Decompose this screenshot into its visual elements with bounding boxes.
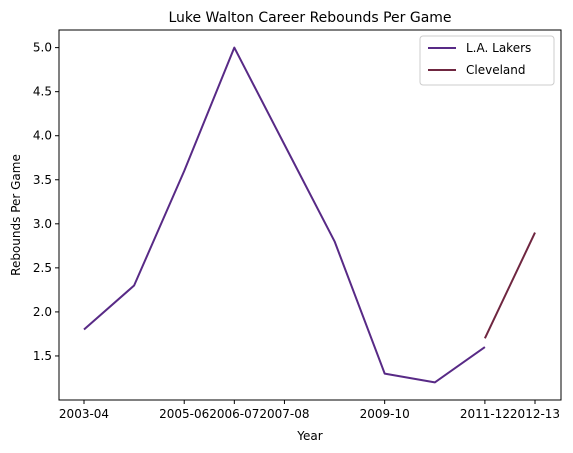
y-tick-label: 4.5 xyxy=(33,85,52,99)
x-tick-label: 2005-06 xyxy=(159,407,209,421)
y-tick-label: 1.5 xyxy=(33,349,52,363)
y-tick-label: 2.5 xyxy=(33,261,52,275)
y-tick-label: 5.0 xyxy=(33,41,52,55)
plot-lines xyxy=(83,46,536,384)
series-line-0 xyxy=(83,46,486,384)
series-line-1 xyxy=(483,232,536,339)
x-tick-label: 2011-12 xyxy=(460,407,510,421)
x-tick-label: 2006-07 xyxy=(209,407,259,421)
x-tick-label: 2007-08 xyxy=(259,407,309,421)
plot-frame xyxy=(58,29,562,401)
legend-label-cleveland: Cleveland xyxy=(466,63,526,77)
x-axis-label: Year xyxy=(296,429,322,443)
x-tick-label: 2012-13 xyxy=(510,407,560,421)
x-tick-label: 2003-04 xyxy=(59,407,109,421)
x-axis: 2003-04 2005-06 2006-07 2007-08 2009-10 2011-… xyxy=(59,400,560,421)
y-axis-label: Rebounds Per Game xyxy=(9,154,23,276)
y-tick-label: 4.0 xyxy=(33,129,52,143)
y-tick-label: 3.0 xyxy=(33,217,52,231)
y-tick-label: 2.0 xyxy=(33,305,52,319)
legend: L.A. Lakers Cleveland xyxy=(419,35,555,86)
legend-label-lakers: L.A. Lakers xyxy=(466,41,531,55)
chart-title: Luke Walton Career Rebounds Per Game xyxy=(168,10,451,26)
x-tick-label: 2009-10 xyxy=(360,407,410,421)
y-axis: 1.5 2.0 2.5 3.0 3.5 4.0 4.5 5.0 xyxy=(33,41,59,363)
y-tick-label: 3.5 xyxy=(33,173,52,187)
